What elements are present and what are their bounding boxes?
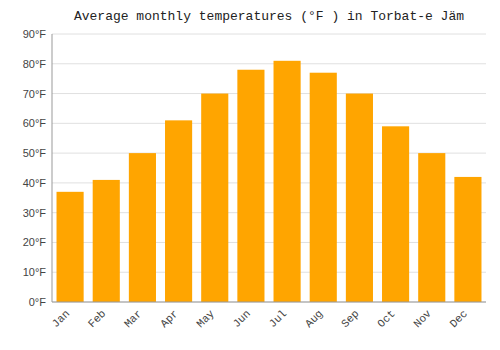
x-tick-label: Aug	[303, 308, 325, 330]
y-axis	[52, 34, 53, 302]
bar	[201, 94, 228, 302]
bar	[454, 177, 481, 302]
x-tick-label: Sep	[339, 308, 361, 330]
y-tick-label: 0°F	[29, 296, 47, 308]
bar	[93, 180, 120, 302]
bar	[165, 120, 192, 302]
x-tick-label: May	[194, 307, 217, 330]
y-tick-label: 60°F	[23, 117, 47, 129]
bar	[382, 126, 409, 302]
title: Average monthly temperatures (°F ) in To…	[74, 9, 464, 24]
x-tick-label: Jun	[231, 308, 253, 330]
bar	[418, 153, 445, 302]
bar	[237, 70, 264, 302]
bar	[310, 73, 337, 302]
x-axis	[52, 302, 486, 303]
y-tick-label: 80°F	[23, 58, 47, 70]
x-tick-label: Jul	[267, 308, 289, 330]
grid	[52, 34, 486, 302]
x-tick-label: Apr	[158, 308, 180, 330]
x-tick-label: Mar	[122, 308, 144, 330]
y-tick-label: 50°F	[23, 147, 47, 159]
x-tick-label: Jan	[50, 308, 72, 330]
bar	[274, 61, 301, 302]
grid-line	[52, 93, 486, 94]
bar	[57, 192, 84, 302]
x-tick-label: Oct	[375, 308, 397, 330]
grid-line	[52, 34, 486, 35]
bar	[129, 153, 156, 302]
y-tick-label: 70°F	[23, 88, 47, 100]
x-tick-label: Feb	[86, 308, 108, 330]
bars	[57, 61, 482, 302]
chart: Average monthly temperatures (°F ) in To…	[0, 0, 500, 350]
y-tick-label: 10°F	[23, 266, 47, 278]
bar	[346, 94, 373, 302]
grid-line	[52, 123, 486, 124]
x-tick-label: Dec	[448, 308, 470, 330]
y-tick-label: 20°F	[23, 236, 47, 248]
y-tick-label: 40°F	[23, 177, 47, 189]
x-tick-label: Nov	[411, 307, 434, 330]
y-tick-label: 30°F	[23, 207, 47, 219]
y-tick-label: 90°F	[23, 28, 47, 40]
grid-line	[52, 63, 486, 64]
grid-line	[52, 302, 486, 303]
